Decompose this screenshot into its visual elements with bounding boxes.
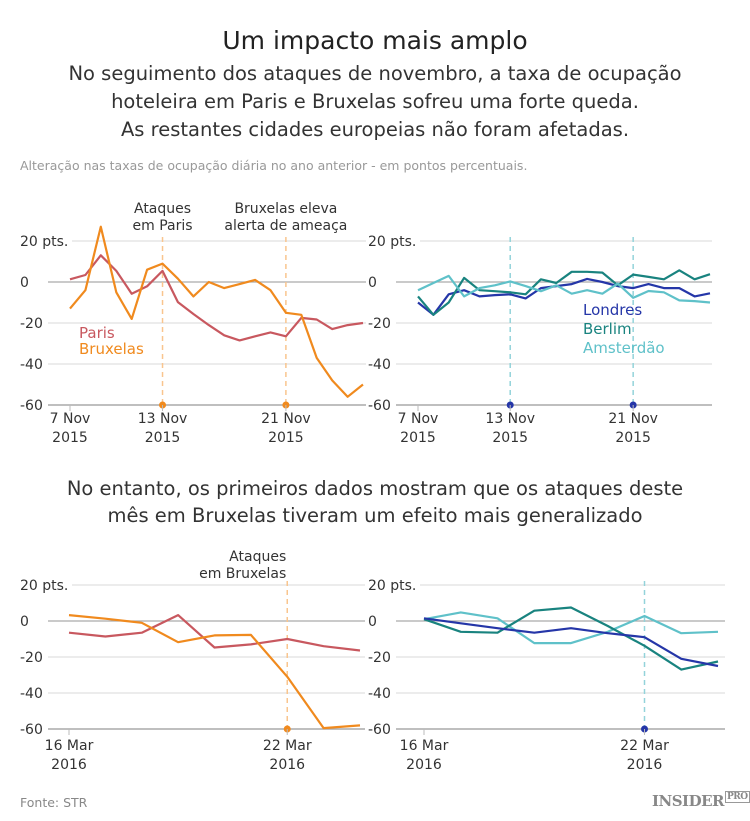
y-tick-label: 20 pts. <box>368 234 416 250</box>
x-tick-label: 2016 <box>51 757 87 773</box>
series-line-amsterdao <box>417 274 711 304</box>
page-title: Um impacto mais amplo <box>222 26 528 55</box>
subtitle-line: As restantes cidades europeias não foram… <box>120 118 630 141</box>
legend-amsterdao: Amsterdão <box>583 339 665 357</box>
series-line-londres <box>417 277 711 316</box>
x-tick-label: 2016 <box>269 757 305 773</box>
series-line-berlim <box>423 606 719 671</box>
x-tick-label: 2015 <box>492 430 528 446</box>
y-tick-label: -40 <box>20 686 43 702</box>
series-line-paris <box>69 254 364 342</box>
series-line-londres <box>423 617 719 668</box>
event-annotation: em Paris <box>133 218 193 234</box>
x-tick-label: 21 Nov <box>608 411 658 427</box>
chart-3: 20 pts. 0 -20 -40 -60 16 Mar 2016 22 Mar 2016 <box>368 578 725 773</box>
x-tick-label: 2016 <box>627 757 663 773</box>
y-tick-label: 20 pts. <box>20 578 68 594</box>
y-tick-label: -20 <box>20 650 43 666</box>
event-annotation: Ataques <box>229 549 286 565</box>
x-tick-label: 2015 <box>400 430 436 446</box>
insider-pro-logo: INSIDER PRO <box>652 791 750 810</box>
x-tick-label: 22 Mar <box>620 738 669 754</box>
middle-heading-line: mês em Bruxelas tiveram um efeito mais g… <box>107 504 643 527</box>
source-note: Fonte: STR <box>20 795 88 810</box>
x-tick-label: 2015 <box>52 430 88 446</box>
y-tick-label: -40 <box>20 357 43 373</box>
logo-text: INSIDER <box>652 792 724 810</box>
x-tick-label: 7 Nov <box>398 411 439 427</box>
x-tick-label: 2015 <box>615 430 651 446</box>
y-tick-label: -40 <box>368 357 391 373</box>
legend-londres: Londres <box>583 301 643 319</box>
legend-bruxelas: Bruxelas <box>79 340 144 358</box>
x-tick-label: 2015 <box>268 430 304 446</box>
y-tick-label: -60 <box>368 722 391 738</box>
y-tick-label: 0 <box>368 275 377 291</box>
legend-paris: Paris <box>79 324 115 342</box>
x-tick-label: 16 Mar <box>400 738 449 754</box>
x-tick-label: 2015 <box>145 430 181 446</box>
legend-berlim: Berlim <box>583 320 632 338</box>
event-annotation: alerta de ameaça <box>224 218 347 234</box>
series-line-paris <box>68 613 361 652</box>
x-tick-label: 13 Nov <box>138 411 188 427</box>
x-tick-label: 7 Nov <box>50 411 91 427</box>
y-tick-label: 0 <box>368 614 377 630</box>
event-annotation: Bruxelas eleva <box>234 201 337 217</box>
middle-heading-line: No entanto, os primeiros dados mostram q… <box>66 477 684 500</box>
x-tick-label: 2016 <box>406 757 442 773</box>
y-tick-label: -60 <box>20 398 43 414</box>
x-tick-label: 21 Nov <box>261 411 311 427</box>
y-tick-label: -20 <box>368 650 391 666</box>
subtitle-line: hoteleira em Paris e Bruxelas sofreu uma… <box>111 90 639 113</box>
series-line-berlim <box>417 269 711 316</box>
event-annotation: em Bruxelas <box>199 566 286 582</box>
x-tick-label: 22 Mar <box>263 738 312 754</box>
y-tick-label: 20 pts. <box>368 578 416 594</box>
y-tick-label: -40 <box>368 686 391 702</box>
y-tick-label: 20 pts. <box>20 234 68 250</box>
chart-1: 20 pts. 0 -20 -40 -60 7 Nov 2015 13 Nov 2015 21 N… <box>368 234 712 446</box>
series-line-amsterdao <box>423 611 719 645</box>
y-tick-label: 0 <box>20 275 29 291</box>
y-tick-label: -60 <box>368 398 391 414</box>
x-tick-label: 16 Mar <box>45 738 94 754</box>
series-line-bruxelas <box>68 614 361 730</box>
logo-suffix: PRO <box>724 791 750 803</box>
series-line-bruxelas <box>69 225 364 398</box>
subtitle-line: No seguimento dos ataques de novembro, a… <box>68 62 682 85</box>
event-annotation: Ataques <box>134 201 191 217</box>
y-tick-label: 0 <box>20 614 29 630</box>
y-tick-label: -60 <box>20 722 43 738</box>
y-tick-label: -20 <box>368 316 391 332</box>
y-tick-label: -20 <box>20 316 43 332</box>
chart-note: Alteração nas taxas de ocupação diária n… <box>20 158 528 173</box>
x-tick-label: 13 Nov <box>485 411 535 427</box>
